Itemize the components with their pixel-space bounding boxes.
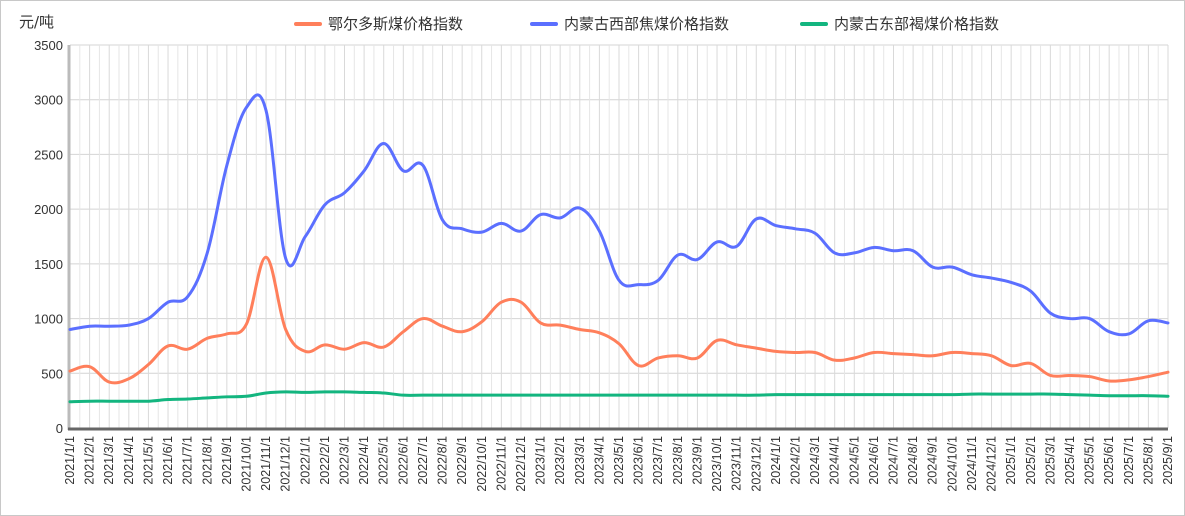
legend-label: 鄂尔多斯煤价格指数 — [328, 15, 464, 33]
x-tick-label: 2024/11/1 — [965, 436, 979, 491]
x-tick-label: 2021/4/1 — [122, 436, 136, 485]
legend-swatch — [294, 21, 322, 26]
x-tick-label: 2022/11/1 — [494, 436, 508, 491]
y-tick-label: 3500 — [34, 38, 63, 53]
x-tick-label: 2021/9/1 — [220, 436, 234, 485]
x-tick-label: 2025/7/1 — [1122, 436, 1136, 485]
x-tick-label: 2021/1/1 — [63, 436, 77, 485]
x-tick-label: 2025/5/1 — [1083, 436, 1097, 485]
legend-swatch — [530, 21, 558, 26]
x-tick-label: 2022/10/1 — [475, 436, 489, 492]
x-tick-label: 2023/5/1 — [612, 436, 626, 485]
x-tick-label: 2024/9/1 — [926, 436, 940, 485]
x-tick-label: 2023/9/1 — [690, 436, 704, 485]
x-tick-label: 2022/9/1 — [455, 436, 469, 485]
x-tick-label: 2023/10/1 — [710, 436, 724, 492]
y-tick-label: 2000 — [34, 202, 63, 217]
legend-swatch — [800, 21, 828, 26]
y-tick-label: 1000 — [34, 312, 63, 327]
x-tick-label: 2024/8/1 — [906, 436, 920, 485]
legend-item-east-lignite[interactable]: 内蒙古东部褐煤价格指数 — [800, 13, 999, 34]
x-tick-label: 2021/12/1 — [279, 436, 293, 492]
x-tick-label: 2024/2/1 — [788, 436, 802, 485]
legend-label: 内蒙古东部褐煤价格指数 — [834, 15, 1000, 33]
y-axis-unit: 元/吨 — [19, 13, 55, 31]
x-tick-label: 2021/3/1 — [102, 436, 116, 485]
series-line-0 — [68, 255, 1170, 385]
y-tick-label: 3000 — [34, 93, 63, 108]
x-tick-label: 2022/1/1 — [298, 436, 312, 485]
x-tick-label: 2024/7/1 — [887, 436, 901, 485]
x-tick-label: 2021/8/1 — [200, 436, 214, 485]
x-tick-label: 2024/4/1 — [828, 436, 842, 485]
x-tick-label: 2024/12/1 — [985, 436, 999, 492]
x-tick-label: 2022/6/1 — [396, 436, 410, 485]
x-tick-label: 2022/3/1 — [338, 436, 352, 485]
x-tick-label: 2024/3/1 — [808, 436, 822, 485]
x-tick-label: 2025/4/1 — [1063, 436, 1077, 485]
x-tick-label: 2022/7/1 — [416, 436, 430, 485]
x-tick-label: 2024/6/1 — [867, 436, 881, 485]
series-line-1 — [68, 93, 1170, 337]
x-tick-label: 2022/2/1 — [318, 436, 332, 485]
x-tick-label: 2021/2/1 — [83, 436, 97, 485]
x-tick-label: 2023/7/1 — [651, 436, 665, 485]
x-tick-label: 2022/8/1 — [436, 436, 450, 485]
legend-label: 内蒙古西部焦煤价格指数 — [564, 15, 730, 33]
legend-item-ordos[interactable]: 鄂尔多斯煤价格指数 — [294, 13, 463, 34]
series-line-2 — [68, 390, 1170, 404]
y-tick-label: 2500 — [34, 147, 63, 162]
x-tick-label: 2021/5/1 — [141, 436, 155, 485]
y-tick-label: 1500 — [34, 257, 63, 272]
x-tick-label: 2021/6/1 — [161, 436, 175, 485]
x-tick-label: 2023/4/1 — [592, 436, 606, 485]
legend-item-west-coking[interactable]: 内蒙古西部焦煤价格指数 — [530, 13, 729, 34]
x-tick-label: 2023/3/1 — [573, 436, 587, 485]
x-tick-label: 2023/12/1 — [749, 436, 763, 492]
x-tick-label: 2022/4/1 — [357, 436, 371, 485]
y-tick-label: 500 — [41, 366, 63, 381]
x-tick-label: 2023/8/1 — [671, 436, 685, 485]
x-tick-label: 2025/8/1 — [1141, 436, 1155, 485]
x-tick-label: 2024/10/1 — [945, 436, 959, 492]
x-tick-label: 2025/9/1 — [1161, 436, 1175, 485]
x-tick-label: 2022/5/1 — [377, 436, 391, 485]
x-tick-label: 2023/2/1 — [553, 436, 567, 485]
x-tick-label: 2024/1/1 — [769, 436, 783, 485]
x-tick-label: 2024/5/1 — [847, 436, 861, 485]
x-tick-label: 2023/6/1 — [632, 436, 646, 485]
x-tick-label: 2023/11/1 — [730, 436, 744, 491]
x-tick-label: 2021/10/1 — [239, 436, 253, 492]
y-tick-label: 0 — [56, 421, 63, 436]
x-tick-label: 2025/6/1 — [1102, 436, 1116, 485]
x-tick-label: 2025/3/1 — [1043, 436, 1057, 485]
x-tick-label: 2021/11/1 — [259, 436, 273, 491]
x-tick-label: 2023/1/1 — [534, 436, 548, 485]
x-tick-label: 2025/1/1 — [1004, 436, 1018, 485]
x-tick-label: 2021/7/1 — [181, 436, 195, 485]
x-tick-label: 2022/12/1 — [514, 436, 528, 492]
x-tick-label: 2025/2/1 — [1024, 436, 1038, 485]
